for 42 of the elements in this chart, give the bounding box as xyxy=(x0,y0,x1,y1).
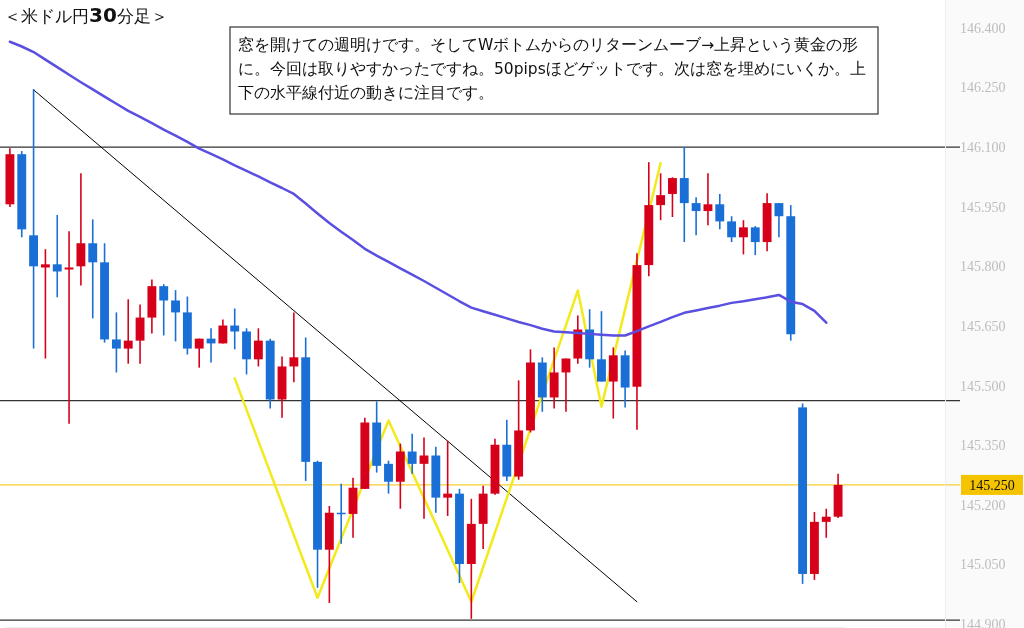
y-tick-label: 145.800 xyxy=(960,259,1006,275)
y-tick-label: 145.500 xyxy=(960,378,1006,394)
candlestick xyxy=(715,193,725,231)
candlestick xyxy=(52,214,62,299)
annotation: 窓を開けての週明けです。そしてWボトムからのリターンムーブ→上昇という黄金の形に。今回は取りやすかったですね。50pipsほどゲットです。次は窓を埋めにいくか。上下の水平線付近の動きに注目です。 xyxy=(238,35,867,104)
candlestick xyxy=(111,311,121,374)
candlestick xyxy=(64,230,74,425)
candlestick xyxy=(750,225,760,256)
y-tick-label: 146.250 xyxy=(960,80,1006,96)
candlestick xyxy=(253,327,263,368)
y-tick-label: 146.100 xyxy=(960,140,1006,156)
y-tick-label: 145.050 xyxy=(960,557,1006,573)
y-tick-label: 146.400 xyxy=(960,20,1006,36)
candlestick xyxy=(419,436,429,520)
candlestick xyxy=(821,507,831,539)
y-tick-label: 145.650 xyxy=(960,318,1006,334)
candlestick xyxy=(384,459,393,495)
candlestick xyxy=(727,215,737,243)
candlestick xyxy=(135,303,145,365)
candlestick xyxy=(289,311,299,384)
ref-line-label: 145.250 xyxy=(969,477,1015,493)
candlestick xyxy=(159,283,169,337)
y-tick-label: 145.950 xyxy=(960,199,1006,215)
candlestick xyxy=(597,310,606,383)
candlestick xyxy=(29,88,39,350)
chart-title: ＜米ドル円30分足＞ xyxy=(4,3,168,27)
y-tick-label: 145.200 xyxy=(960,497,1006,513)
candlestick xyxy=(407,432,417,475)
candlestick xyxy=(739,219,748,256)
candlestick xyxy=(171,289,180,343)
candlestick xyxy=(443,439,453,517)
candlestick xyxy=(123,298,133,365)
candlestick xyxy=(40,248,50,360)
candlestick xyxy=(194,337,204,369)
candlestick xyxy=(691,196,701,237)
candlestick xyxy=(668,176,677,218)
candlestick xyxy=(774,202,784,239)
candlestick xyxy=(88,218,98,320)
y-tick-label: 145.350 xyxy=(960,438,1006,454)
candlestick xyxy=(76,172,86,287)
candlestick xyxy=(656,172,666,221)
candlestick xyxy=(703,172,713,227)
